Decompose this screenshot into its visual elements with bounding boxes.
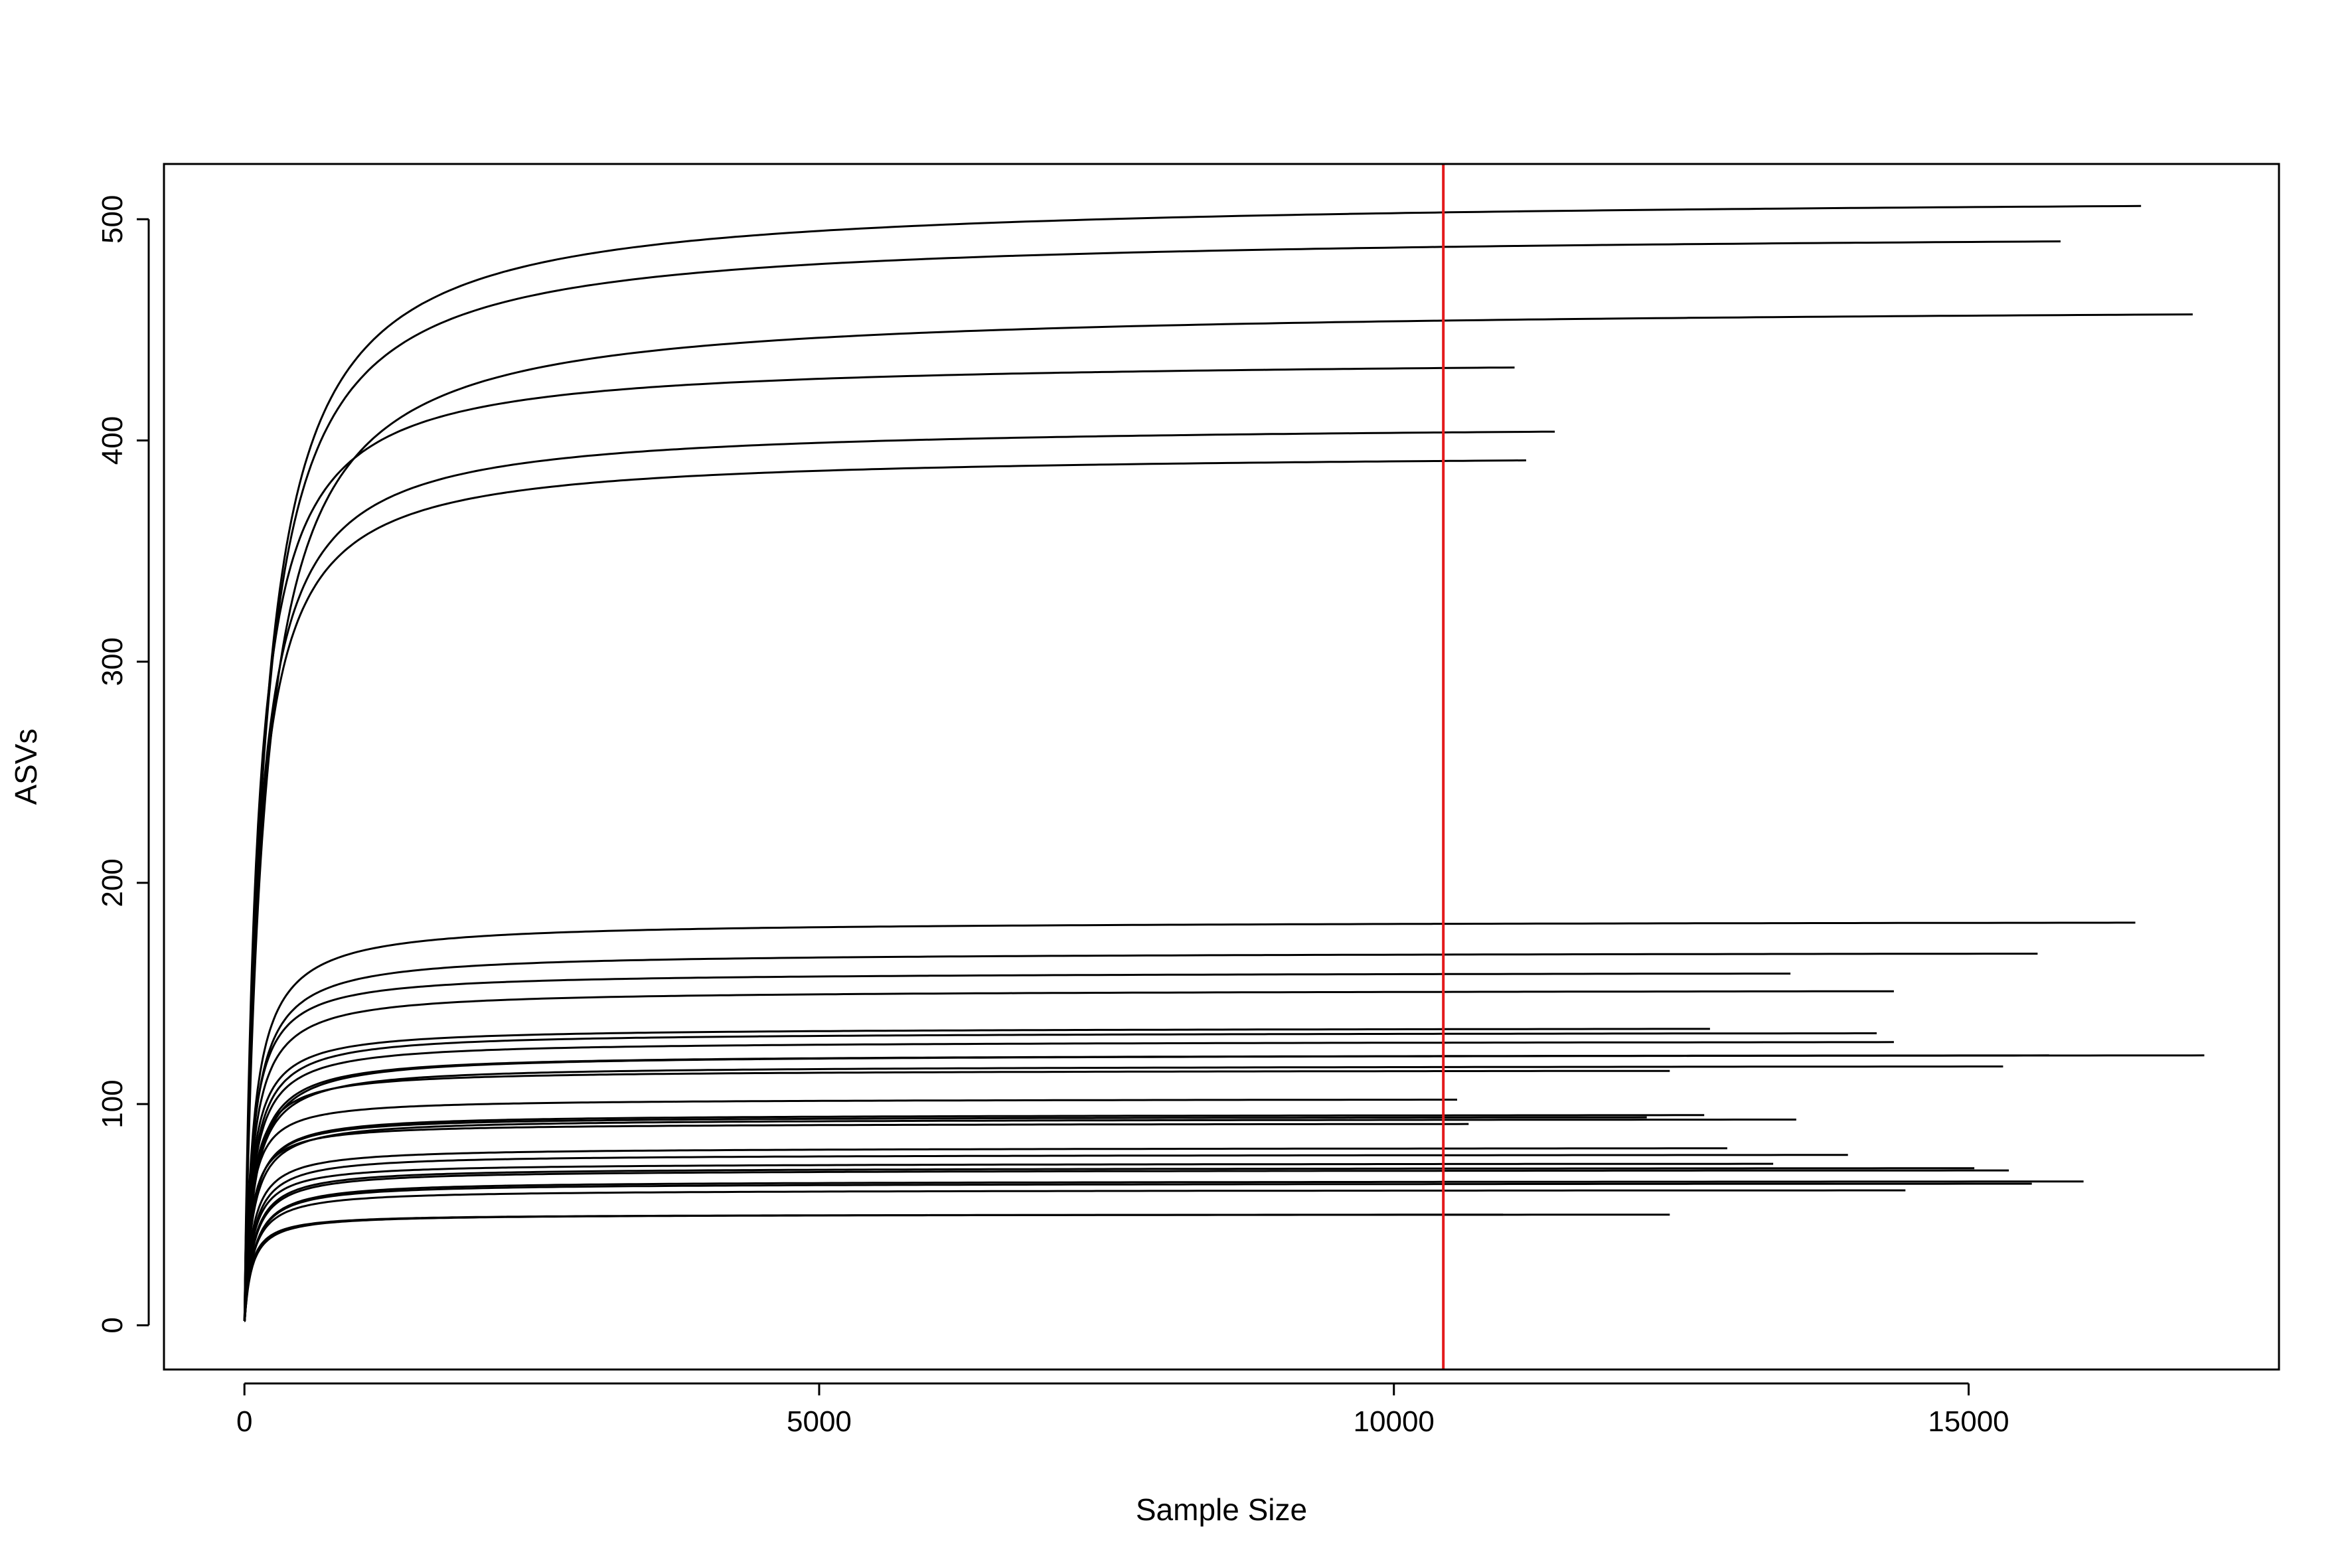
rarefaction-curve-18 — [243, 1099, 1457, 1322]
x-tick-label: 15000 — [1928, 1405, 2009, 1438]
plot-frame — [163, 163, 2280, 1371]
y-tick-label: 100 — [96, 1079, 129, 1128]
rarefaction-curve-13 — [243, 1041, 1894, 1322]
rarefaction-curve-32 — [243, 1214, 1670, 1322]
rarefaction-curve-26 — [243, 1167, 1975, 1322]
rarefaction-curve-7 — [243, 921, 2136, 1322]
y-axis: 0 100 200 300 400 500 — [96, 195, 150, 1334]
rarefaction-curve-8 — [243, 953, 2038, 1322]
rarefaction-curve-27 — [243, 1169, 2009, 1322]
rarefaction-curve-30 — [243, 1189, 1906, 1322]
x-tick-label: 5000 — [787, 1405, 852, 1438]
rarefaction-curve-4 — [243, 366, 1515, 1322]
rarefaction-curve-23 — [243, 1147, 1727, 1322]
rarefaction-curve-25 — [243, 1162, 1774, 1322]
y-axis-title: ASVs — [9, 728, 43, 805]
rarefaction-curve-21 — [243, 1119, 1796, 1322]
x-axis: 0 5000 10000 15000 — [236, 1382, 2009, 1438]
rarefaction-curve-28 — [243, 1180, 2084, 1322]
rarefaction-curve-6 — [243, 459, 1526, 1322]
rarefaction-curve-11 — [243, 1028, 1710, 1322]
rarefaction-curve-9 — [243, 973, 1791, 1322]
y-tick-label: 0 — [96, 1317, 129, 1333]
rarefaction-curve-16 — [243, 1065, 2003, 1322]
rarefaction-curve-3 — [243, 313, 2193, 1322]
rarefaction-curve-10 — [243, 990, 1894, 1322]
rarefaction-curve-17 — [243, 1069, 1670, 1322]
rarefaction-curve-24 — [243, 1154, 1848, 1322]
rarefaction-curve-12 — [243, 1032, 1877, 1322]
x-axis-title: Sample Size — [1136, 1492, 1307, 1527]
rarefaction-curve-22 — [243, 1123, 1469, 1322]
x-tick-label: 10000 — [1354, 1405, 1435, 1438]
y-tick-label: 300 — [96, 637, 129, 686]
y-tick-label: 500 — [96, 195, 129, 244]
rarefaction-curve-1 — [243, 204, 2142, 1322]
y-tick-label: 200 — [96, 858, 129, 907]
y-tick-label: 400 — [96, 416, 129, 465]
rarefaction-curve-2 — [243, 240, 2061, 1322]
rarefaction-curve-5 — [243, 430, 1555, 1322]
x-tick-label: 0 — [236, 1405, 252, 1438]
